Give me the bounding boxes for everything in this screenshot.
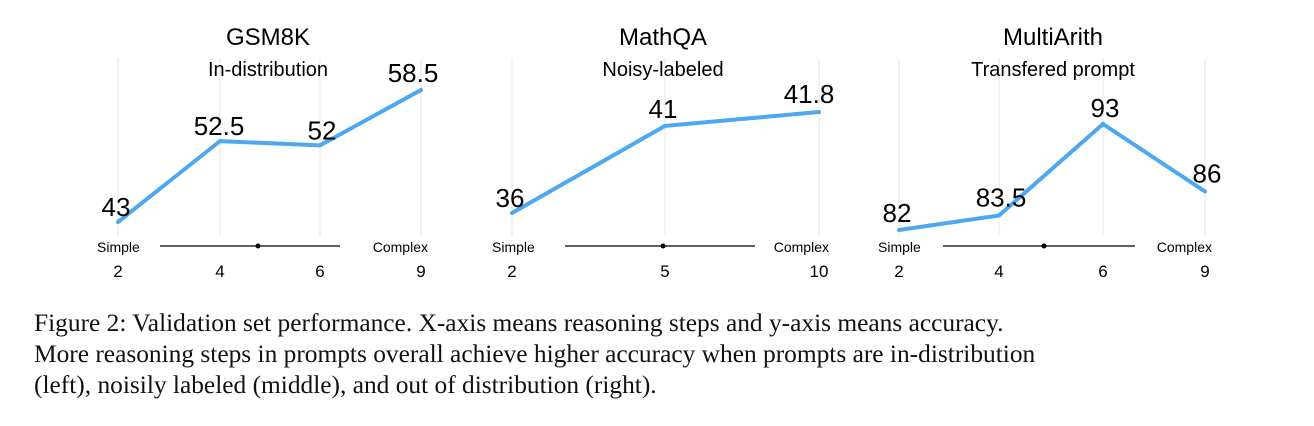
chart-3-x-tick-label-3: 6 (1098, 262, 1107, 281)
chart-2-complexity-marker (660, 243, 666, 249)
chart-1-data-label-4: 58.5 (388, 58, 439, 88)
chart-1-complex-label: Complex (373, 239, 428, 255)
chart-3-x-tick-label-4: 9 (1200, 262, 1209, 281)
chart-3-data-point-3 (1101, 122, 1105, 126)
chart-2-title: MathQA (619, 24, 707, 51)
chart-1-series-line (116, 88, 422, 224)
chart-1-data-point-3 (318, 143, 322, 148)
chart-3-data-point-4 (1203, 189, 1207, 194)
chart-2-x-tick-label-1: 2 (507, 262, 516, 281)
figure-caption: Figure 2: Validation set performance. X-… (34, 308, 1284, 401)
chart-3-subtitle: Transfered prompt (971, 59, 1135, 81)
chart-3-data-label-1: 82 (883, 198, 912, 228)
chart-3-simple-label: Simple (878, 239, 921, 255)
chart-3-x-tick-label-2: 4 (994, 262, 1003, 281)
chart-3-data-label-3: 93 (1091, 93, 1120, 123)
chart-3-title: MultiArith (1003, 24, 1103, 51)
chart-2-subtitle: Noisy-labeled (602, 59, 723, 81)
chart-2-data-point-2 (663, 123, 667, 128)
chart-3-data-label-4: 86 (1193, 158, 1222, 188)
chart-1-simple-label: Simple (97, 239, 140, 255)
chart-1-title: GSM8K (226, 24, 310, 51)
chart-1-data-label-1: 43 (102, 192, 131, 222)
chart-1-data-point-1 (116, 220, 120, 224)
chart-1-data-label-2: 52.5 (194, 111, 245, 141)
chart-3-data-point-1 (897, 228, 901, 232)
chart-2-complex-label: Complex (774, 239, 829, 255)
chart-2-x-tick-label-3: 10 (810, 262, 829, 281)
chart-1-x-tick-label-4: 9 (416, 262, 425, 281)
chart-2-data-label-1: 36 (496, 183, 525, 213)
chart-2-x-tick-label-2: 5 (660, 262, 669, 281)
chart-3-series-line (898, 121, 1207, 232)
chart-3-data-label-2: 83.5 (976, 183, 1027, 213)
caption-line-1: Figure 2: Validation set performance. X-… (34, 309, 1004, 337)
chart-1-data-point-4 (419, 88, 423, 92)
chart-1-x-tick-label-2: 4 (215, 262, 224, 281)
chart-3-x-tick-label-1: 2 (894, 262, 903, 281)
chart-1-x-tick-label-1: 2 (113, 262, 122, 281)
caption-line-3: (left), noisily labeled (middle), and ou… (34, 371, 657, 399)
chart-3-complexity-marker (1041, 243, 1047, 249)
chart-2-data-label-2: 41 (649, 94, 678, 124)
chart-1-complexity-marker (255, 243, 261, 249)
chart-2-data-point-3 (817, 110, 821, 114)
chart-2-simple-label: Simple (492, 239, 535, 255)
chart-1-data-label-3: 52 (308, 115, 337, 145)
chart-3-complex-label: Complex (1157, 239, 1212, 255)
chart-2-data-label-3: 41.8 (784, 79, 835, 109)
chart-3-data-point-2 (997, 213, 1001, 218)
chart-1-data-point-2 (218, 139, 222, 144)
chart-2-data-point-1 (510, 211, 514, 215)
chart-1-x-tick-label-3: 6 (315, 262, 324, 281)
caption-line-2: More reasoning steps in prompts overall … (34, 340, 1036, 368)
chart-1-subtitle: In-distribution (208, 59, 328, 81)
